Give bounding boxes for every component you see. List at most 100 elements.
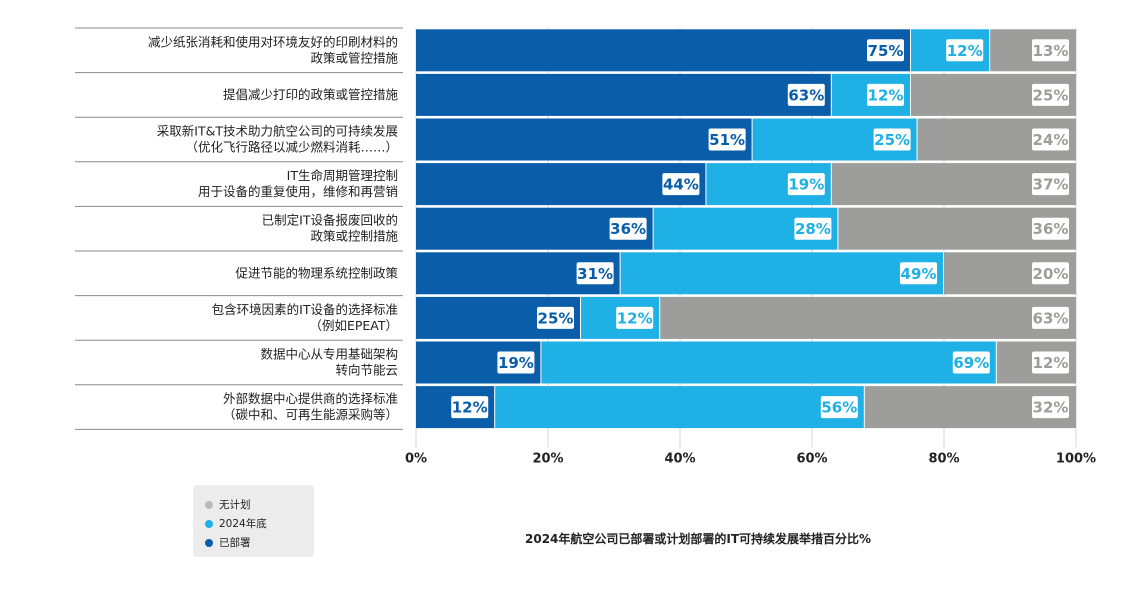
category-label-line: 促进节能的物理系统控制政策 — [235, 265, 398, 280]
data-label-background — [787, 83, 825, 106]
data-label: 75% — [868, 42, 904, 60]
data-label: 63% — [788, 86, 824, 104]
data-label: 25% — [538, 309, 574, 327]
category-label-line: 外部数据中心提供商的选择标准 — [223, 391, 398, 406]
data-label-background — [952, 351, 990, 374]
data-label-background — [1032, 39, 1069, 62]
bar-segment — [416, 73, 831, 116]
data-label: 12% — [1033, 354, 1069, 372]
data-label-background — [1032, 217, 1069, 240]
data-label: 12% — [452, 399, 488, 417]
category-label: 提倡减少打印的政策或管控措施 — [223, 87, 399, 102]
data-label-background — [708, 128, 746, 151]
x-tick-label: 100% — [1056, 451, 1096, 466]
data-label: 37% — [1033, 176, 1069, 194]
data-label-background — [867, 39, 904, 62]
data-label-background — [1032, 306, 1069, 329]
category-label: 外部数据中心提供商的选择标准（碳中和、可再生能源采购等） — [223, 391, 398, 422]
data-label-background — [1032, 351, 1069, 374]
data-label: 36% — [610, 220, 646, 238]
x-tick-label: 80% — [928, 451, 959, 466]
data-label: 12% — [947, 42, 983, 60]
data-label-background — [537, 306, 574, 329]
category-label-line: （碳中和、可再生能源采购等） — [223, 407, 398, 422]
data-label: 25% — [874, 131, 910, 149]
data-label-background — [873, 128, 911, 151]
data-label-background — [1032, 262, 1069, 285]
data-label: 69% — [953, 354, 989, 372]
data-label: 63% — [1033, 309, 1069, 327]
data-label: 20% — [1033, 265, 1069, 283]
data-label: 25% — [1033, 86, 1069, 104]
data-label-background — [946, 39, 984, 62]
chart-title: 2024年航空公司已部署或计划部署的IT可持续发展举措百分比% — [525, 532, 872, 546]
category-label-line: 政策或管控措施 — [310, 50, 398, 65]
data-label-background — [820, 396, 858, 419]
category-label-line: （优化飞行路径以减少燃料消耗……） — [185, 140, 398, 155]
data-label: 49% — [901, 265, 937, 283]
bar-segment — [495, 386, 864, 429]
legend-label: 2024年底 — [219, 518, 267, 530]
category-label-line: 政策或控制措施 — [310, 229, 398, 244]
bar-segment — [660, 296, 1076, 339]
data-label-background — [497, 351, 535, 374]
category-label: 促进节能的物理系统控制政策 — [235, 265, 398, 280]
data-label: 28% — [795, 220, 831, 238]
category-label: 数据中心从专用基础架构转向节能云 — [260, 347, 398, 378]
legend-swatch — [205, 519, 213, 528]
x-tick-label: 40% — [664, 451, 695, 466]
data-label-background — [451, 396, 489, 419]
bar-segment — [416, 118, 752, 161]
category-label: 减少纸张消耗和使用对环境友好的印刷材料的政策或管控措施 — [148, 34, 399, 65]
data-label-background — [794, 217, 832, 240]
data-label: 44% — [663, 176, 699, 194]
data-label-background — [616, 306, 654, 329]
category-label: 采取新IT&T技术助力航空公司的可持续发展（优化飞行路径以减少燃料消耗……） — [157, 124, 398, 155]
category-label-line: 减少纸张消耗和使用对环境友好的印刷材料的 — [148, 34, 398, 49]
data-label: 19% — [498, 354, 534, 372]
category-label: 已制定IT设备报废回收的政策或控制措施 — [262, 213, 399, 244]
category-label-line: 提倡减少打印的政策或管控措施 — [223, 87, 399, 102]
category-label: 包含环境因素的IT设备的选择标准（例如EPEAT） — [212, 302, 398, 333]
data-label: 13% — [1033, 42, 1069, 60]
data-label-background — [576, 262, 614, 285]
data-label: 56% — [821, 399, 857, 417]
data-label: 51% — [709, 131, 745, 149]
category-label-line: 数据中心从专用基础架构 — [260, 347, 398, 362]
legend-label: 无计划 — [219, 499, 251, 511]
data-label-background — [609, 217, 647, 240]
category-labels: 减少纸张消耗和使用对环境友好的印刷材料的政策或管控措施提倡减少打印的政策或管控措… — [75, 27, 403, 430]
data-label: 19% — [788, 176, 824, 194]
data-label: 12% — [617, 309, 653, 327]
data-label-background — [867, 83, 904, 106]
category-label-line: 采取新IT&T技术助力航空公司的可持续发展 — [157, 124, 398, 139]
data-label-background — [1032, 128, 1069, 151]
legend-swatch — [205, 500, 213, 509]
data-label-background — [787, 173, 825, 196]
data-label-background — [1032, 173, 1069, 196]
legend-swatch — [205, 538, 213, 547]
legend-item-deployed: 已部署 — [205, 535, 251, 550]
category-label-line: 已制定IT设备报废回收的 — [262, 213, 398, 228]
x-axis: 0% 20% 40% 60% 80% 100% — [405, 451, 1096, 466]
legend: 无计划 2024年底 已部署 — [193, 485, 314, 557]
bar-segment — [416, 29, 910, 72]
data-label: 12% — [868, 86, 904, 104]
data-label: 32% — [1033, 399, 1069, 417]
data-label-background — [900, 262, 937, 285]
category-label-line: 包含环境因素的IT设备的选择标准 — [212, 302, 398, 317]
legend-label: 已部署 — [219, 537, 251, 549]
x-tick-label: 20% — [532, 451, 563, 466]
category-label-line: IT生命周期管理控制 — [287, 168, 398, 183]
x-tick-label: 60% — [796, 451, 827, 466]
bar-segment — [416, 163, 706, 206]
category-label-line: （例如EPEAT） — [309, 318, 398, 333]
data-label: 36% — [1033, 220, 1069, 238]
bars: 75% 12% 13% 63% 12% 25% 51% 25% 24% 44% 19% 37% 36% 2… — [416, 29, 1076, 429]
data-label: 24% — [1033, 131, 1069, 149]
data-label-background — [1032, 396, 1069, 419]
legend-item-end-2024: 2024年底 — [205, 516, 267, 531]
bar-segment — [620, 252, 943, 295]
x-tick-label: 0% — [405, 451, 427, 466]
